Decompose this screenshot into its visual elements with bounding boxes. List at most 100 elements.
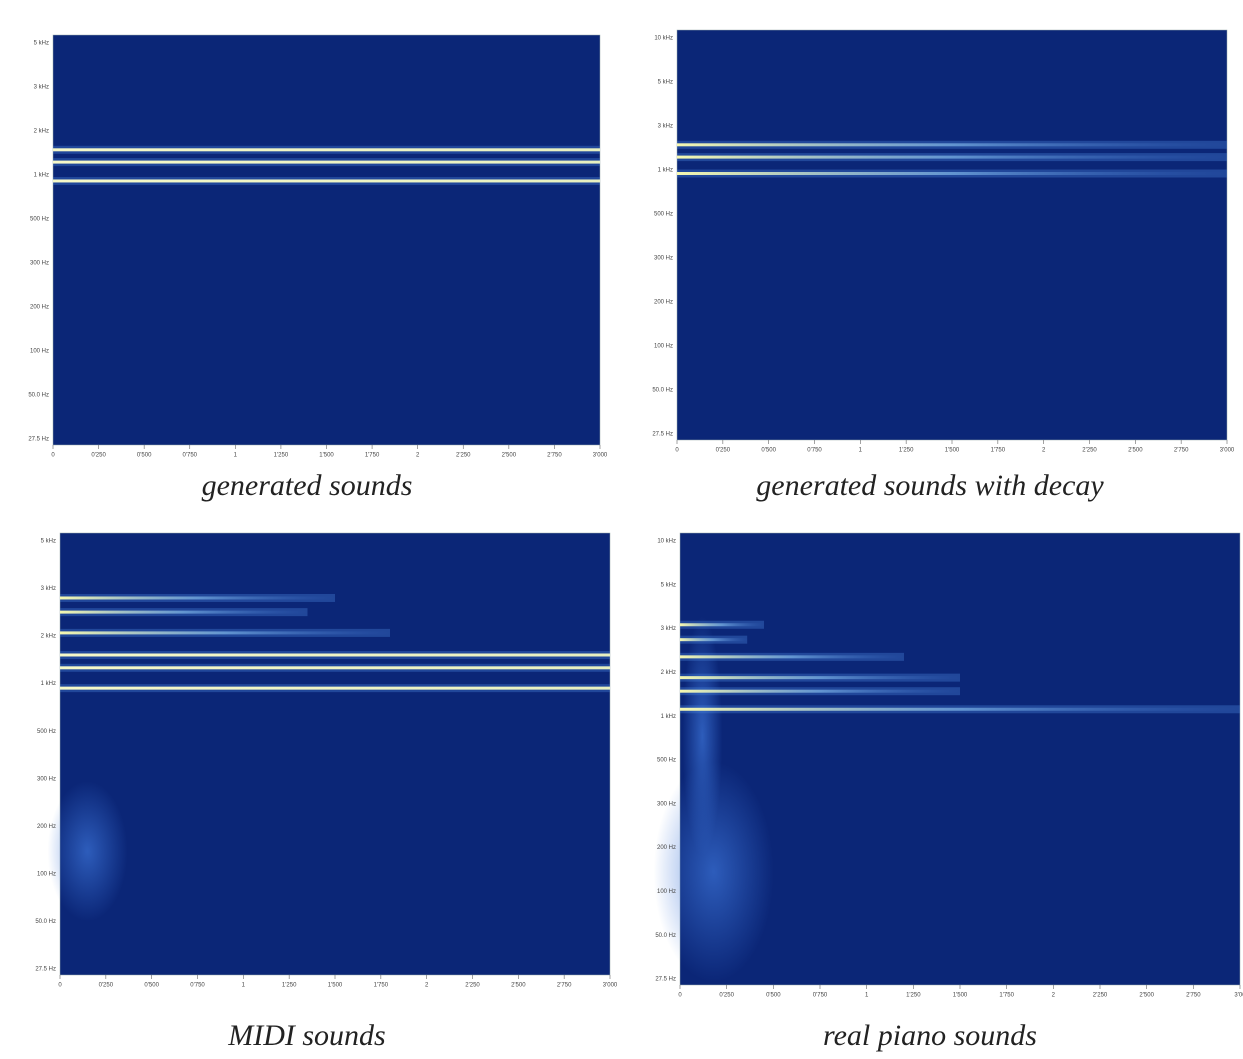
y-tick-label: 27.5 Hz (35, 967, 56, 973)
y-tick-label: 10 kHz (654, 36, 673, 42)
x-tick-label: 0'500 (137, 453, 152, 459)
y-tick-label: 5 kHz (34, 41, 49, 47)
harmonic (677, 143, 1227, 147)
x-tick-label: 0'500 (761, 448, 776, 454)
y-tick-label: 100 Hz (657, 889, 676, 895)
y-tick-label: 1 kHz (658, 168, 673, 174)
harmonic (53, 148, 600, 152)
caption: real piano sounds (823, 1019, 1037, 1052)
x-tick-label: 2'750 (557, 983, 572, 989)
x-tick-label: 0'750 (190, 983, 205, 989)
y-tick-label: 2 kHz (661, 670, 676, 676)
y-tick-label: 27.5 Hz (655, 977, 676, 983)
harmonic (60, 653, 610, 657)
harmonic (680, 676, 960, 680)
y-tick-label: 300 Hz (657, 801, 676, 807)
y-tick-label: 300 Hz (37, 776, 56, 782)
y-tick-label: 100 Hz (654, 344, 673, 350)
harmonic (680, 655, 904, 659)
y-tick-label: 3 kHz (658, 124, 673, 130)
y-tick-label: 1 kHz (661, 714, 676, 720)
y-tick-label: 300 Hz (654, 256, 673, 262)
x-tick-label: 2'500 (1139, 993, 1154, 999)
spectrogram (52, 34, 601, 446)
x-tick-label: 0 (675, 448, 679, 454)
harmonic (60, 666, 610, 670)
x-tick-label: 3'00 (1234, 993, 1243, 999)
harmonic (677, 172, 1227, 175)
harmonic (680, 638, 748, 642)
x-tick-label: 1 (234, 453, 238, 459)
x-tick-label: 1'750 (365, 453, 380, 459)
y-tick-label: 5 kHz (658, 80, 673, 86)
x-tick-label: 0'500 (144, 983, 159, 989)
x-tick-label: 1'750 (999, 993, 1014, 999)
y-tick-label: 5 kHz (661, 582, 676, 588)
x-tick-label: 2'750 (547, 453, 562, 459)
harmonic (60, 631, 390, 635)
x-tick-label: 2 (1042, 448, 1046, 454)
harmonic (680, 689, 960, 693)
x-tick-label: 0'750 (183, 453, 198, 459)
y-tick-label: 50.0 Hz (652, 388, 673, 394)
x-tick-label: 0'250 (719, 993, 734, 999)
caption: generated sounds (202, 469, 413, 502)
x-tick-label: 2'250 (456, 453, 471, 459)
y-tick-label: 50.0 Hz (35, 919, 56, 925)
x-tick-label: 0'250 (99, 983, 114, 989)
y-tick-label: 100 Hz (30, 349, 49, 355)
y-tick-label: 10 kHz (657, 539, 676, 545)
x-tick-label: 1 (242, 983, 246, 989)
x-tick-label: 2 (425, 983, 429, 989)
y-tick-label: 3 kHz (41, 586, 56, 592)
y-tick-label: 200 Hz (654, 300, 673, 306)
x-tick-label: 2'250 (1082, 448, 1097, 454)
low-energy (653, 762, 774, 982)
y-tick-label: 27.5 Hz (28, 437, 49, 443)
x-tick-label: 0'250 (91, 453, 106, 459)
y-tick-label: 3 kHz (661, 626, 676, 632)
x-tick-label: 0 (51, 453, 55, 459)
low-energy (682, 616, 723, 857)
x-tick-label: 1'250 (282, 983, 297, 989)
y-tick-label: 500 Hz (30, 217, 49, 223)
y-tick-label: 27.5 Hz (652, 432, 673, 438)
x-tick-label: 2'750 (1174, 448, 1189, 454)
x-tick-label: 0'250 (716, 448, 731, 454)
x-tick-label: 0 (58, 983, 62, 989)
y-tick-label: 100 Hz (37, 871, 56, 877)
spectrogram (676, 29, 1228, 441)
x-tick-label: 0'500 (766, 993, 781, 999)
x-tick-label: 0 (678, 993, 682, 999)
x-tick-label: 2'500 (511, 983, 526, 989)
x-tick-label: 1'500 (319, 453, 334, 459)
x-tick-label: 2 (1052, 993, 1056, 999)
y-tick-label: 5 kHz (41, 539, 56, 545)
caption: generated sounds with decay (756, 469, 1104, 502)
y-tick-label: 200 Hz (30, 305, 49, 311)
x-tick-label: 1 (865, 993, 869, 999)
x-tick-label: 1'250 (274, 453, 289, 459)
x-tick-label: 3'000 (1220, 448, 1235, 454)
x-tick-label: 0'750 (807, 448, 822, 454)
spectrogram (679, 532, 1241, 986)
harmonic (680, 707, 1240, 711)
y-tick-label: 200 Hz (657, 845, 676, 851)
x-tick-label: 2'750 (1186, 993, 1201, 999)
y-tick-label: 50.0 Hz (655, 933, 676, 939)
harmonic (680, 623, 764, 627)
spectrogram (59, 532, 611, 976)
harmonic (53, 160, 600, 164)
y-tick-label: 2 kHz (41, 634, 56, 640)
x-tick-label: 0'750 (813, 993, 828, 999)
low-energy (47, 781, 128, 922)
harmonic (60, 686, 610, 690)
y-tick-label: 500 Hz (657, 758, 676, 764)
x-tick-label: 2'250 (465, 983, 480, 989)
x-tick-label: 1'250 (906, 993, 921, 999)
x-tick-label: 1'500 (945, 448, 960, 454)
harmonic (53, 179, 600, 183)
y-tick-label: 1 kHz (41, 681, 56, 687)
y-tick-label: 3 kHz (34, 85, 49, 91)
